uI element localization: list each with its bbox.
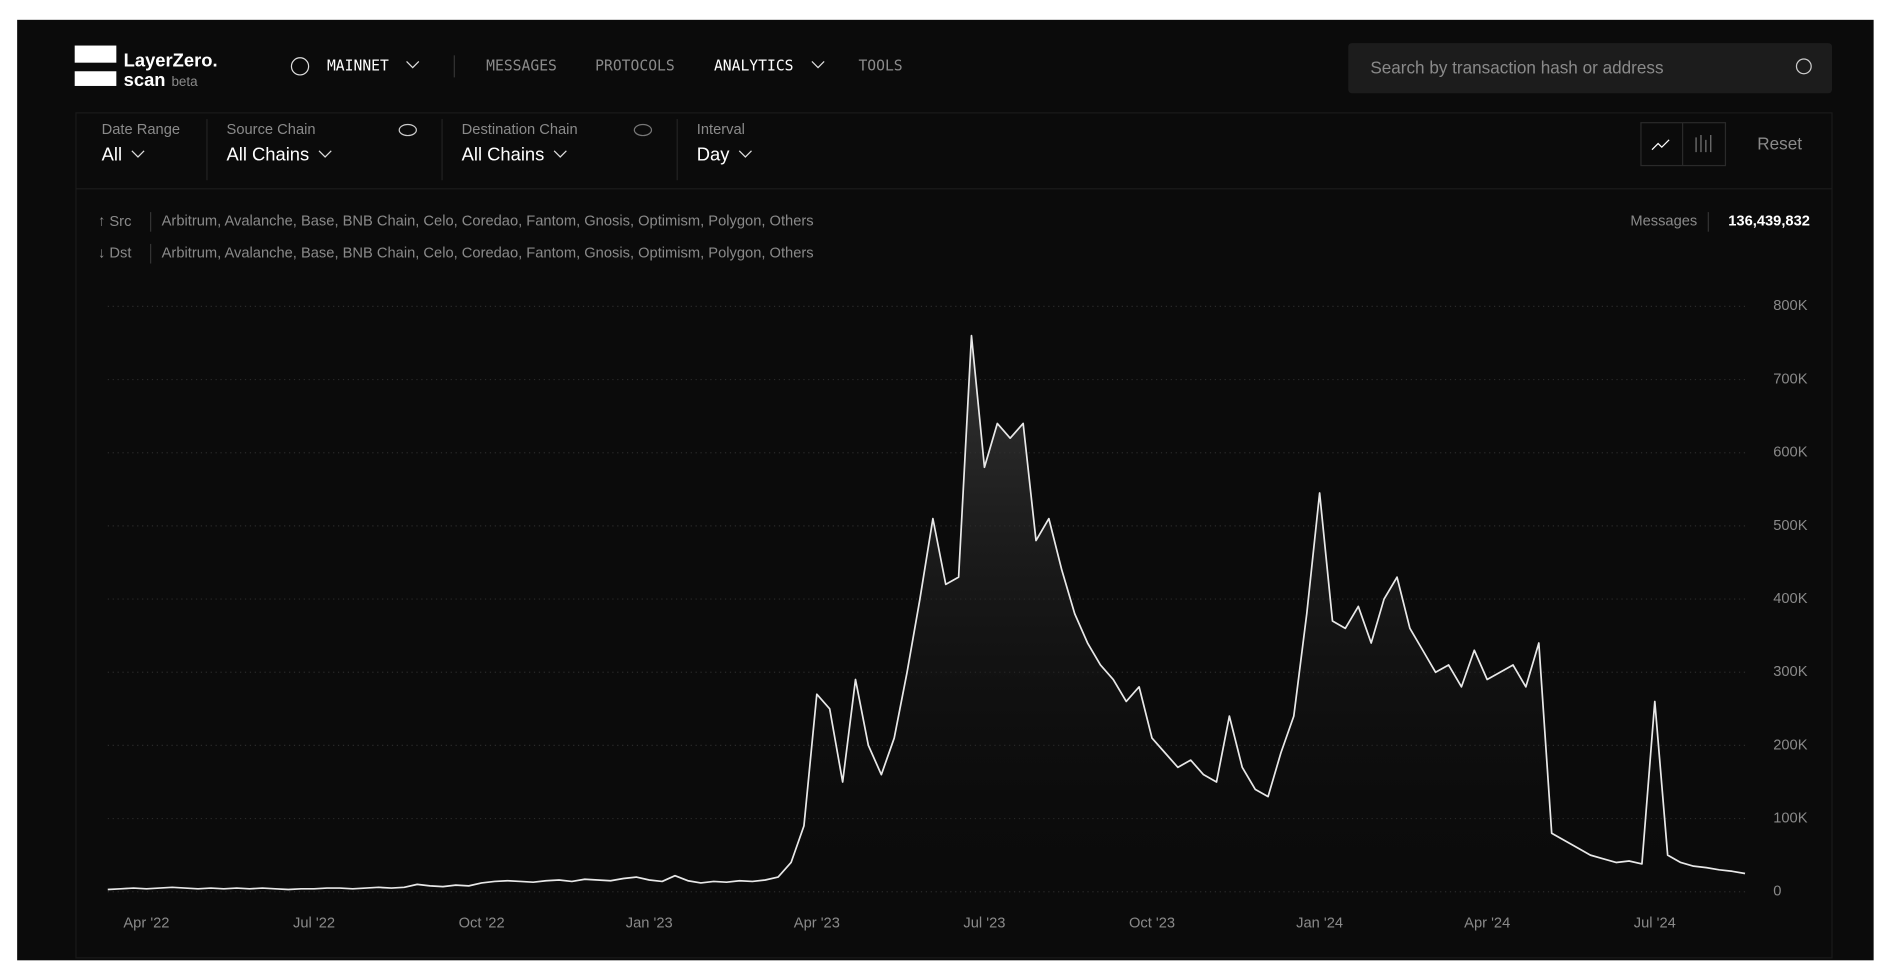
y-tick-label: 300K: [1773, 664, 1808, 680]
y-tick-label: 100K: [1773, 810, 1808, 826]
line-icon: [1651, 139, 1670, 151]
area: [107, 335, 1746, 892]
filter-label: Source Chain: [227, 122, 316, 138]
menu-item[interactable]: MESSAGES: [486, 57, 557, 74]
x-tick-label: Jan '23: [626, 915, 673, 931]
eye-off-icon: [633, 123, 653, 137]
menu-item[interactable]: TOOLS: [858, 57, 902, 74]
chevron: [553, 150, 567, 158]
y-tick-label: 600K: [1773, 445, 1808, 461]
dst-label-text: Dst: [109, 246, 131, 262]
x-tick-label: Jul '22: [293, 915, 335, 931]
logo: LayerZero. scan beta: [74, 45, 218, 90]
menu-item[interactable]: ANALYTICS: [714, 57, 794, 74]
chevron: [738, 150, 752, 158]
reset-button[interactable]: Reset: [1757, 133, 1802, 153]
y-tick-label: 400K: [1773, 591, 1808, 607]
filter-select[interactable]: Day: [697, 144, 730, 165]
src-list: Arbitrum, Avalanche, Base, BNB Chain, Ce…: [162, 214, 814, 230]
logo-text: LayerZero.: [124, 49, 218, 70]
messages-label: Messages: [1630, 214, 1697, 230]
chevron: [811, 61, 825, 69]
dst-label: ↓ Dst: [98, 246, 131, 262]
line: [107, 334, 1746, 891]
chevron: [406, 61, 420, 69]
x-tick-label: Oct '22: [459, 915, 505, 931]
dst-list: Arbitrum, Avalanche, Base, BNB Chain, Ce…: [162, 246, 814, 262]
filter-label: Interval: [697, 122, 745, 138]
x-tick-label: Apr '22: [123, 915, 169, 931]
bar-icon: [1695, 134, 1712, 153]
globe-icon: [290, 57, 310, 76]
filter-select[interactable]: All Chains: [227, 144, 310, 165]
eye-icon: [398, 123, 417, 137]
search-box[interactable]: [1348, 43, 1832, 94]
chart: 0 100K 200K 300K 400K 500K 600K 700K 800K Apr '22…: [107, 298, 1808, 931]
messages-count: 136,439,832: [1728, 214, 1810, 230]
src-label-text: Src: [109, 214, 131, 230]
logo-mark: [74, 71, 117, 86]
y-tick-label: 800K: [1773, 298, 1808, 314]
search-icon: [1795, 58, 1812, 75]
y-tick-label: 500K: [1773, 518, 1808, 534]
logo-mark: [74, 45, 117, 63]
y-tick-label: 200K: [1773, 737, 1808, 753]
filter-label: Destination Chain: [462, 122, 578, 138]
chevron: [131, 150, 145, 158]
y-tick-label: 0: [1773, 884, 1781, 900]
chevron: [318, 150, 332, 158]
filter-select[interactable]: All: [102, 144, 122, 165]
menu-item[interactable]: PROTOCOLS: [595, 57, 675, 74]
x-tick-label: Jul '23: [963, 915, 1005, 931]
filter-label: Date Range: [102, 122, 180, 138]
x-tick-label: Jan '24: [1296, 915, 1343, 931]
filters: Date Range All Source Chain All Chains Desti…: [102, 119, 752, 181]
logo-sub: scan: [124, 69, 166, 90]
filter-select[interactable]: All Chains: [462, 144, 545, 165]
logo-badge: beta: [171, 74, 198, 89]
network-select[interactable]: MAINNET: [327, 57, 389, 74]
x-tick-label: Apr '23: [794, 915, 840, 931]
x-tick-label: Apr '24: [1464, 915, 1510, 931]
search-placeholder: Search by transaction hash or address: [1370, 57, 1663, 77]
x-tick-label: Oct '23: [1129, 915, 1175, 931]
chart-frame: [75, 112, 1833, 959]
x-tick-label: Jul '24: [1634, 915, 1676, 931]
src-label: ↑ Src: [98, 214, 131, 230]
y-tick-label: 700K: [1773, 371, 1808, 387]
